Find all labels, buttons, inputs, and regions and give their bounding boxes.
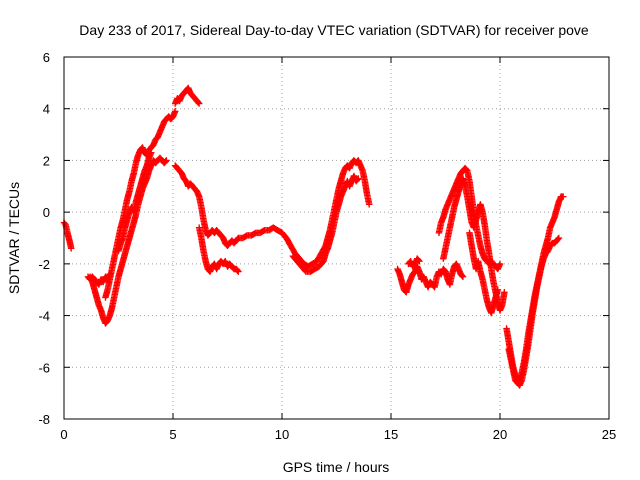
y-tick-label: -2 xyxy=(38,257,50,272)
x-tick-label: 15 xyxy=(384,427,398,442)
data-point xyxy=(171,108,179,115)
data-point xyxy=(496,260,504,268)
y-tick-label: -8 xyxy=(38,412,50,427)
data-point xyxy=(147,149,155,156)
x-tick-label: 20 xyxy=(493,427,507,442)
data-marks xyxy=(60,84,567,389)
data-point xyxy=(195,99,202,106)
y-axis-label: SDTVAR / TECUs xyxy=(6,182,22,294)
data-point xyxy=(459,273,467,281)
x-axis-label: GPS time / hours xyxy=(283,459,390,475)
data-point xyxy=(501,289,508,296)
data-point xyxy=(555,234,563,242)
data-point xyxy=(416,258,423,265)
y-tick-label: -4 xyxy=(38,309,50,324)
data-point xyxy=(235,268,242,275)
y-tick-label: -6 xyxy=(38,360,50,375)
x-tick-label: 5 xyxy=(169,427,176,442)
plot-frame xyxy=(63,56,610,420)
y-tick-label: 6 xyxy=(43,50,50,65)
y-tick-label: 2 xyxy=(43,153,50,168)
data-point xyxy=(559,193,567,200)
data-point xyxy=(554,235,562,243)
data-point xyxy=(365,201,373,208)
data-point xyxy=(415,257,422,264)
data-point xyxy=(354,176,361,183)
data-point xyxy=(67,245,75,252)
data-point xyxy=(162,158,169,165)
y-tick-label: 0 xyxy=(43,205,50,220)
x-tick-label: 0 xyxy=(60,427,67,442)
chart-title: Day 233 of 2017, Sidereal Day-to-day VTE… xyxy=(79,22,589,38)
data-point xyxy=(458,272,466,280)
data-point xyxy=(234,267,241,275)
x-tick-label: 25 xyxy=(602,427,616,442)
y-tick-label: 4 xyxy=(43,102,50,117)
data-point xyxy=(494,286,502,293)
axis-ticks: 0 5 10 15 20 25 -8 -6 -4 -2 0 2 4 6 xyxy=(38,50,616,442)
data-point xyxy=(163,157,170,164)
data-point xyxy=(355,175,362,182)
data-point xyxy=(195,100,203,107)
x-tick-label: 10 xyxy=(275,427,289,442)
